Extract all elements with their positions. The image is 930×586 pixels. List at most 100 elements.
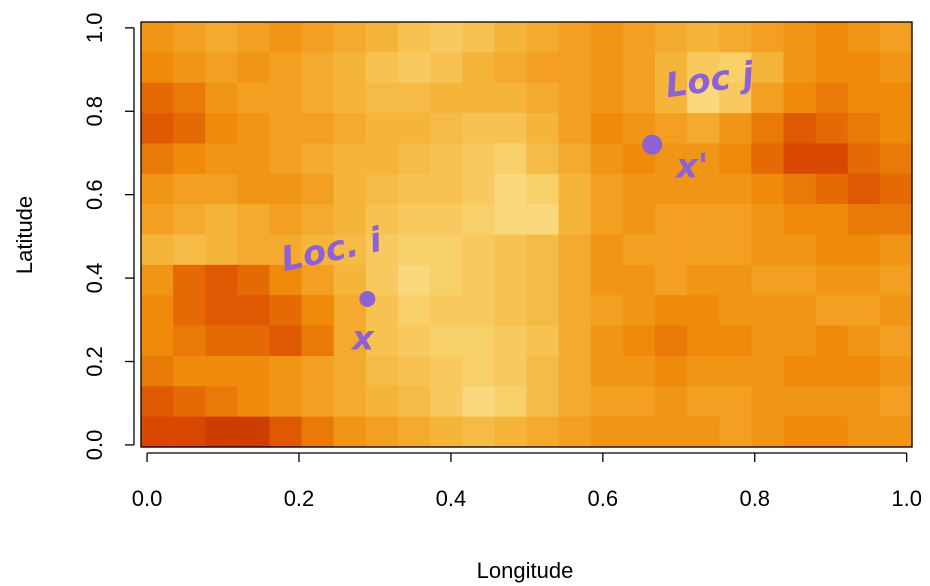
heat-cell	[494, 325, 528, 357]
heat-cell	[398, 416, 431, 448]
x-axis-title: Longitude	[477, 558, 574, 583]
heat-cell	[462, 82, 495, 114]
heat-cell	[398, 386, 431, 418]
heat-cell	[590, 52, 624, 84]
heat-cell	[526, 143, 560, 175]
heat-cell	[879, 143, 913, 175]
heat-cell	[205, 204, 238, 236]
heat-cell	[141, 416, 174, 448]
heat-cell	[783, 264, 817, 296]
heat-cell	[365, 173, 399, 205]
heat-cell	[847, 295, 881, 327]
heat-cell	[622, 52, 656, 84]
heat-cell	[655, 355, 688, 387]
heat-cell	[269, 82, 303, 114]
heat-cell	[590, 143, 624, 175]
heat-cell	[398, 143, 431, 175]
heat-cell	[655, 173, 688, 205]
heat-cell	[141, 173, 174, 205]
heat-cell	[398, 22, 431, 53]
heat-cell	[783, 386, 817, 418]
heat-cell	[237, 143, 271, 175]
heat-cell	[301, 143, 335, 175]
heat-cell	[847, 355, 881, 387]
heat-cell	[847, 325, 881, 357]
heat-cell	[141, 204, 174, 236]
heat-cell	[269, 113, 303, 145]
heat-cell	[751, 264, 785, 296]
heat-cell	[526, 264, 560, 296]
heat-cell	[141, 325, 174, 357]
heat-cell	[590, 264, 624, 296]
heat-cell	[365, 82, 399, 114]
heat-cell	[558, 22, 592, 53]
heat-cell	[365, 234, 399, 266]
heat-cell	[655, 386, 688, 418]
heat-cell	[333, 234, 367, 266]
heat-cell	[590, 355, 624, 387]
heat-cell	[590, 234, 624, 266]
heat-cell	[205, 416, 238, 448]
heat-cell	[879, 386, 913, 418]
heat-cell	[719, 113, 752, 145]
heat-cell	[237, 295, 271, 327]
heat-cell	[398, 113, 431, 145]
heat-cell	[879, 264, 913, 296]
heat-cell	[751, 386, 785, 418]
heat-cell	[879, 204, 913, 236]
heat-cell	[751, 113, 785, 145]
heat-cell	[815, 386, 849, 418]
heat-cell	[719, 295, 752, 327]
heat-cell	[462, 113, 495, 145]
heat-cell	[815, 325, 849, 357]
heat-cell	[205, 355, 238, 387]
heat-cell	[719, 386, 752, 418]
heat-cell	[526, 355, 560, 387]
heat-cell	[783, 416, 817, 448]
heat-cell	[719, 22, 752, 53]
heat-cell	[687, 295, 720, 327]
heat-cell	[622, 325, 656, 357]
heat-cell	[494, 143, 528, 175]
heat-cell	[815, 113, 849, 145]
heat-cell	[687, 386, 720, 418]
heat-cell	[141, 52, 174, 84]
heat-cell	[430, 22, 463, 53]
heat-cell	[269, 143, 303, 175]
y-tick-label: 0.8	[82, 96, 107, 127]
heat-cell	[269, 295, 303, 327]
heat-cell	[365, 416, 399, 448]
heat-cell	[269, 173, 303, 205]
heat-cell	[815, 234, 849, 266]
heat-cell	[462, 52, 495, 84]
y-tick-label: 0.0	[82, 430, 107, 461]
heat-cell	[398, 325, 431, 357]
heat-cell	[526, 325, 560, 357]
heat-cell	[494, 82, 528, 114]
heat-cell	[494, 204, 528, 236]
heat-cell	[879, 355, 913, 387]
annotation: x'	[674, 147, 708, 187]
heat-cell	[526, 52, 560, 84]
heat-cell	[141, 355, 174, 387]
heat-cell	[526, 113, 560, 145]
heat-cell	[783, 204, 817, 236]
heat-cell	[205, 295, 238, 327]
heat-cell	[590, 325, 624, 357]
heat-cell	[333, 264, 367, 296]
heat-cell	[526, 173, 560, 205]
heat-cell	[590, 82, 624, 114]
heat-cell	[655, 295, 688, 327]
heat-cell	[430, 295, 463, 327]
heat-cell	[879, 416, 913, 448]
heat-cell	[751, 82, 785, 114]
heat-cell	[301, 82, 335, 114]
heat-cell	[205, 173, 238, 205]
heat-cell	[719, 52, 752, 84]
heat-cell	[719, 416, 752, 448]
heat-cell	[687, 264, 720, 296]
heat-cell	[687, 173, 720, 205]
heat-cell	[173, 22, 206, 53]
heat-cell	[333, 113, 367, 145]
heat-cell	[141, 143, 174, 175]
